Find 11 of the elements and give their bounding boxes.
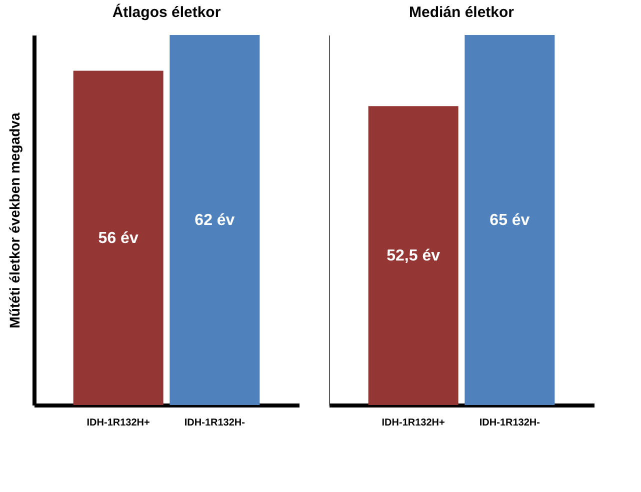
x-tick-label: IDH-1R132H+ bbox=[86, 418, 150, 428]
y-axis-title: Műtéti életkor években megadva bbox=[6, 112, 22, 328]
x-tick-label: IDH-1R132H- bbox=[184, 418, 245, 428]
data-label: 52,5 év bbox=[386, 248, 440, 265]
data-label: 62 év bbox=[194, 212, 235, 229]
x-tick-label: IDH-1R132H+ bbox=[382, 418, 446, 428]
data-label: 65 év bbox=[490, 212, 530, 229]
chart-title: Medián életkor bbox=[408, 4, 514, 21]
data-label: 56 év bbox=[98, 230, 138, 247]
chart-title: Átlagos életkor bbox=[112, 3, 221, 21]
x-tick-label: IDH-1R132H- bbox=[479, 418, 540, 428]
